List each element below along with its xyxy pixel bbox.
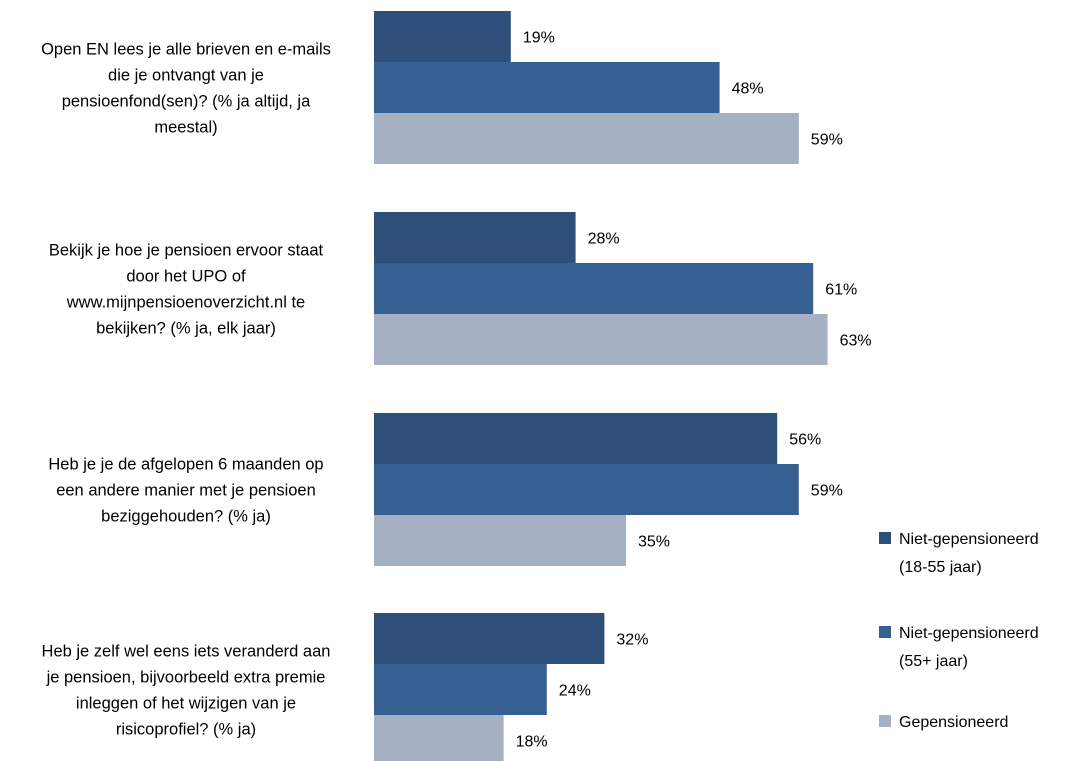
category-label: Open EN lees je alle brieven en e-mails d… xyxy=(41,41,331,137)
bar xyxy=(374,263,814,314)
value-label: 24% xyxy=(559,683,591,700)
legend-swatch xyxy=(879,532,891,544)
value-label: 63% xyxy=(840,333,872,350)
value-labels: 19% 48% 59% 28% 61% 63% 56% 59% 35% 32% 24% 18% xyxy=(516,30,872,751)
value-label: 35% xyxy=(638,534,670,551)
bar xyxy=(374,613,605,664)
legend-swatch xyxy=(879,715,891,727)
legend: Niet-gepensioneerd (18-55 jaar) Niet-gepen… xyxy=(879,531,1039,731)
value-label: 59% xyxy=(811,132,843,149)
bar xyxy=(374,62,720,113)
bar xyxy=(374,664,547,715)
bar xyxy=(374,464,799,515)
category-labels: Open EN lees je alle brieven en e-mails d… xyxy=(41,41,331,739)
legend-swatch xyxy=(879,626,891,638)
bar xyxy=(374,11,511,62)
bar xyxy=(374,212,576,263)
value-label: 61% xyxy=(825,282,857,299)
legend-label: Niet-gepensioneerd (18-55 jaar) xyxy=(899,531,1039,576)
category-label: Heb je je de afgelopen 6 maanden op een a… xyxy=(48,456,323,526)
bar xyxy=(374,314,828,365)
value-label: 32% xyxy=(616,632,648,649)
bar xyxy=(374,715,504,761)
category-label: Heb je zelf wel eens iets veranderd aan j… xyxy=(42,643,331,739)
legend-label: Gepensioneerd xyxy=(899,714,1008,731)
value-label: 56% xyxy=(789,432,821,449)
value-label: 28% xyxy=(588,231,620,248)
value-label: 59% xyxy=(811,483,843,500)
category-label: Bekijk je hoe je pensioen ervoor staat do… xyxy=(49,242,324,338)
value-label: 19% xyxy=(523,30,555,47)
bars xyxy=(374,11,828,761)
bar xyxy=(374,113,799,164)
value-label: 18% xyxy=(516,734,548,751)
bar xyxy=(374,413,778,464)
legend-label: Niet-gepensioneerd (55+ jaar) xyxy=(899,625,1039,670)
value-label: 48% xyxy=(732,81,764,98)
bar xyxy=(374,515,626,566)
